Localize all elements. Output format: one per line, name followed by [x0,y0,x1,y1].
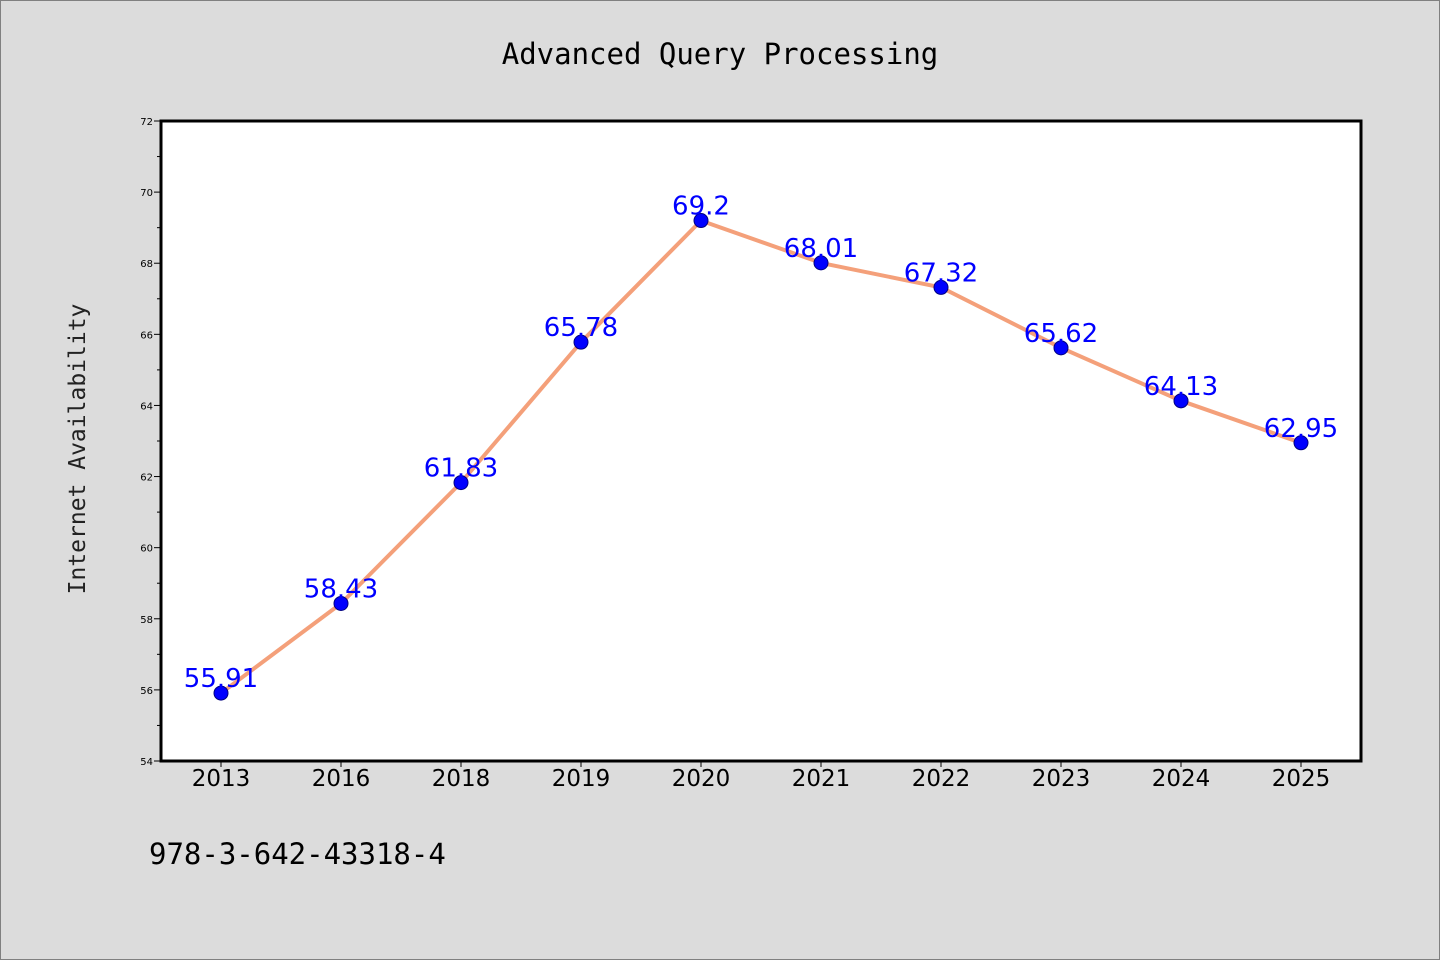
chart-title: Advanced Query Processing [502,37,939,71]
data-point [1173,393,1189,409]
data-label: 55.91 [184,664,258,694]
y-tick-label: 66 [140,330,153,341]
x-tick-label: 2021 [792,766,851,792]
data-label: 65.78 [544,313,618,343]
x-tick-label: 2013 [192,766,251,792]
x-tick-label: 2016 [312,766,371,792]
data-label: 65.62 [1024,319,1098,349]
y-tick-label: 64 [140,401,153,412]
y-tick-label: 70 [140,188,153,199]
data-point [333,595,349,611]
axis-ticks: 54 56 58 60 62 64 66 68 70 72 2013 2016 2018 2019 2020… [140,117,1330,792]
data-point [1053,340,1069,356]
data-point [213,685,229,701]
series-layer: 55.91 58.43 61.83 65.78 69.2 68.01 67.32 65.62 6… [184,192,1338,701]
series-line [219,218,1303,696]
y-tick-label: 58 [140,615,153,626]
data-label: 68.01 [784,234,858,264]
data-point [813,255,829,271]
x-tick-label: 2020 [672,766,731,792]
x-tick-label: 2025 [1272,766,1331,792]
x-tick-label: 2023 [1032,766,1091,792]
data-label: 62.95 [1264,414,1338,444]
y-tick-label: 56 [140,686,153,697]
y-tick-label: 68 [140,259,153,270]
y-tick-label: 54 [140,757,153,768]
data-point [453,475,469,491]
y-tick-label: 60 [140,544,153,555]
data-label: 69.2 [672,192,730,222]
y-axis-label: Internet Availability [65,304,91,595]
data-label: 64.13 [1144,372,1218,402]
plot-frame [159,119,1363,763]
plot-area [161,121,1361,761]
x-tick-label: 2019 [552,766,611,792]
data-label: 61.83 [424,454,498,484]
x-tick-label: 2022 [912,766,971,792]
data-point [573,334,589,350]
data-label: 67.32 [904,258,978,288]
data-point [1293,435,1309,451]
data-point [693,213,709,229]
x-tick-label: 2018 [432,766,491,792]
data-label: 58.43 [304,574,378,604]
data-point [933,279,949,295]
x-tick-label: 2024 [1152,766,1211,792]
y-tick-label: 72 [140,117,153,128]
isbn-footnote: 978-3-642-43318-4 [149,837,446,871]
y-tick-label: 62 [140,473,153,484]
